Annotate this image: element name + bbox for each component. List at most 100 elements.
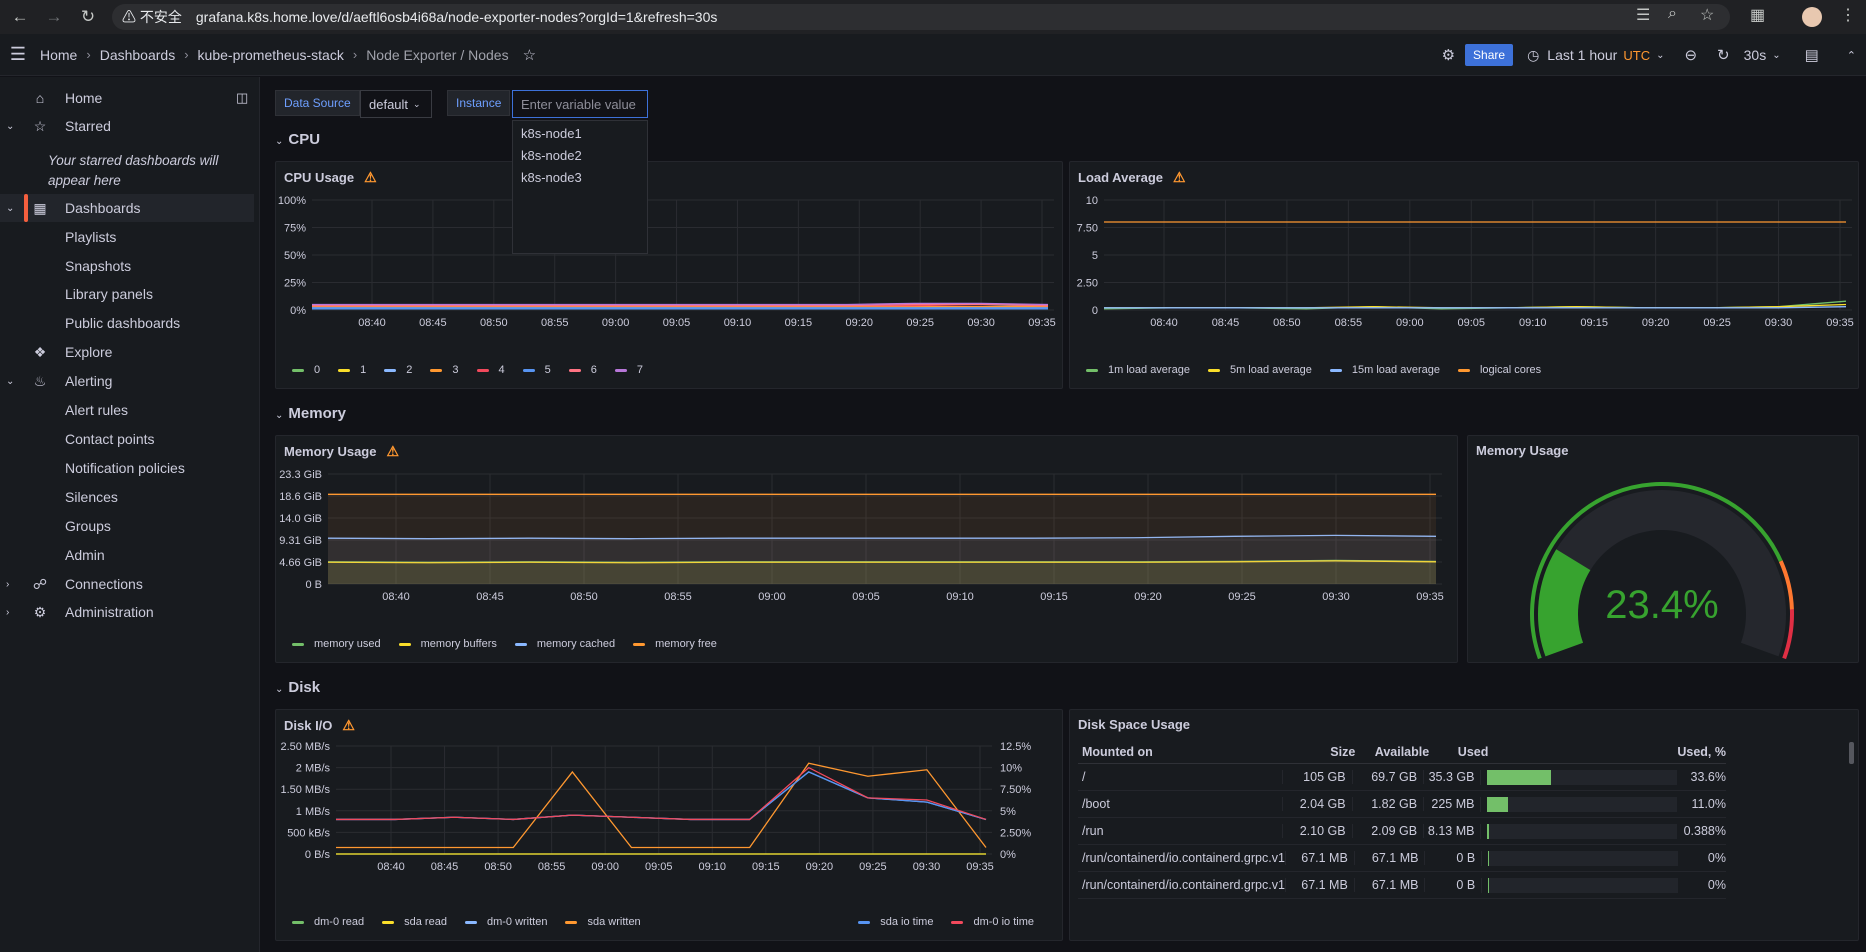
sidebar-item-alert-rules[interactable]: Alert rules [0,396,254,424]
sidebar-item-connections[interactable]: › ☍ Connections [0,570,254,598]
star-dashboard-icon[interactable]: ☆ [522,46,537,64]
sidebar-item-snapshots[interactable]: Snapshots [0,252,254,280]
breadcrumb-home[interactable]: Home [40,46,78,63]
y-tick-label: 18.6 GiB [279,491,322,503]
chevron-down-icon[interactable]: ⌄ [6,202,15,214]
chevron-down-icon[interactable]: ⌄ [6,120,15,132]
legend-item[interactable]: 4 [476,364,505,376]
legend-item[interactable]: 15m load average [1329,364,1440,376]
sidebar-item-alerting[interactable]: ⌄ ♨ Alerting [0,367,254,395]
instance-option-node2[interactable]: k8s-node2 [521,147,582,163]
sidebar-item-administration[interactable]: › ⚙ Administration [0,598,254,626]
chevron-down-icon[interactable]: ⌄ [6,375,15,387]
legend-item[interactable]: memory buffers [398,638,497,650]
instance-option-node3[interactable]: k8s-node3 [521,169,582,185]
chevron-down-icon[interactable]: ⌄ [1772,49,1781,61]
warning-icon[interactable]: ⚠ [386,443,400,459]
legend-item[interactable]: memory free [633,638,717,650]
col-mounted-on[interactable]: Mounted on [1082,744,1153,759]
security-label[interactable]: ⚠ 不安全 [122,9,182,25]
refresh-icon[interactable]: ↻ [1717,47,1730,64]
panel-title: Load Average [1078,170,1164,185]
datasource-select[interactable]: default ⌄ [360,90,432,118]
row-cpu[interactable]: ⌄ CPU [275,131,320,148]
sidebar-item-library-panels[interactable]: Library panels [0,280,254,308]
cell-mount: /run [1082,824,1104,838]
instance-input[interactable]: Enter variable value [512,90,648,118]
legend-item[interactable]: sda read [382,916,447,928]
sidebar-item-groups[interactable]: Groups [0,512,254,540]
forward-icon[interactable]: → [45,7,63,26]
chevron-right-icon[interactable]: › [6,578,10,590]
legend-item[interactable]: 2 [384,364,412,376]
warning-icon[interactable]: ⚠ [1173,169,1186,185]
legend-item[interactable]: 1m load average [1086,364,1190,376]
translate-icon[interactable]: ☰ [1636,7,1651,24]
col-size[interactable]: Size [1330,744,1356,759]
legend-item[interactable]: memory cached [514,638,615,650]
sidebar-item-public-dashboards[interactable]: Public dashboards [0,309,254,337]
x-tick-label: 08:50 [480,317,508,329]
sidebar-item-playlists[interactable]: Playlists [0,223,254,251]
legend-item[interactable]: dm-0 read [292,916,364,928]
legend-item[interactable]: dm-0 written [464,916,547,928]
hamburger-menu-icon[interactable]: ☰ [9,44,27,64]
bookmark-star-icon[interactable]: ☆ [1700,7,1715,24]
dock-menu-icon[interactable]: ◫ [236,90,249,105]
reload-icon[interactable]: ↻ [80,7,96,26]
legend-item[interactable]: 7 [614,364,643,376]
zoom-out-icon[interactable]: ⊖ [1684,47,1698,64]
breadcrumb-folder[interactable]: kube-prometheus-stack [197,46,344,63]
legend-item[interactable]: memory used [292,638,381,650]
legend-item[interactable]: dm-0 io time [951,916,1034,928]
warning-icon[interactable]: ⚠ [364,169,377,185]
tv-mode-icon[interactable]: ▤ [1804,47,1819,64]
sidebar-item-contact-points[interactable]: Contact points [0,425,254,453]
row-disk[interactable]: ⌄ Disk [275,679,320,696]
chevron-down-icon[interactable]: ⌄ [1656,49,1665,61]
breadcrumb-dashboards[interactable]: Dashboards [99,46,176,63]
legend-label: 3 [452,364,459,376]
refresh-interval[interactable]: 30s [1743,47,1767,63]
zoom-icon[interactable]: ⌕ [1668,5,1677,22]
time-range-picker[interactable]: Last 1 hour [1547,47,1618,63]
legend-item[interactable]: sda written [565,916,641,928]
sidebar-item-silences[interactable]: Silences [0,483,254,511]
x-tick-label: 09:35 [966,861,994,873]
col-used[interactable]: Used [1457,744,1489,759]
sidebar-item-admin[interactable]: Admin [0,541,254,569]
cell-used: 8.13 MB [1423,824,1480,838]
sidebar-item-notification-policies[interactable]: Notification policies [0,454,254,482]
table-scrollbar[interactable] [1849,742,1854,764]
legend-item[interactable]: 1 [338,364,366,376]
legend-item[interactable]: 6 [568,364,597,376]
sidebar-item-home[interactable]: ⌂ Home ◫ [0,84,254,112]
legend-item[interactable]: logical cores [1457,364,1541,376]
chevron-right-icon[interactable]: › [6,606,10,618]
row-memory[interactable]: ⌄ Memory [275,405,346,422]
legend-item[interactable]: 3 [430,364,459,376]
col-available[interactable]: Available [1374,744,1430,759]
url-text[interactable]: grafana.k8s.home.love/d/aeftl6osb4i68a/n… [195,9,718,25]
sidebar-item-explore[interactable]: ❖ Explore [0,338,254,366]
legend-item[interactable]: sda io time [858,916,933,928]
col-used-pct[interactable]: Used, % [1677,744,1726,759]
legend-item[interactable]: 5m load average [1207,364,1312,376]
browser-menu-icon[interactable]: ⋮ [1840,7,1856,24]
breadcrumb-separator: › [352,47,358,62]
share-button[interactable]: Share [1465,44,1514,66]
profile-avatar[interactable] [1802,7,1822,27]
address-bar[interactable]: ⚠ 不安全 grafana.k8s.home.love/d/aeftl6osb4… [112,4,1730,30]
warning-icon[interactable]: ⚠ [342,717,355,733]
panel-title: Disk I/O [284,718,333,733]
x-tick-label: 09:00 [602,317,630,329]
extensions-icon[interactable]: ▦ [1750,7,1766,24]
back-icon[interactable]: ← [11,7,29,26]
sidebar-item-dashboards[interactable]: ⌄ ▦ Dashboards [0,194,254,222]
dashboard-settings-icon[interactable]: ⚙ [1441,47,1456,64]
instance-option-node1[interactable]: k8s-node1 [521,125,582,141]
legend-item[interactable]: 5 [522,364,551,376]
legend-item[interactable]: 0 [292,364,320,376]
sidebar-item-starred[interactable]: ⌄ ☆ Starred [0,112,254,140]
collapse-icon[interactable]: ⌃ [1846,49,1856,62]
